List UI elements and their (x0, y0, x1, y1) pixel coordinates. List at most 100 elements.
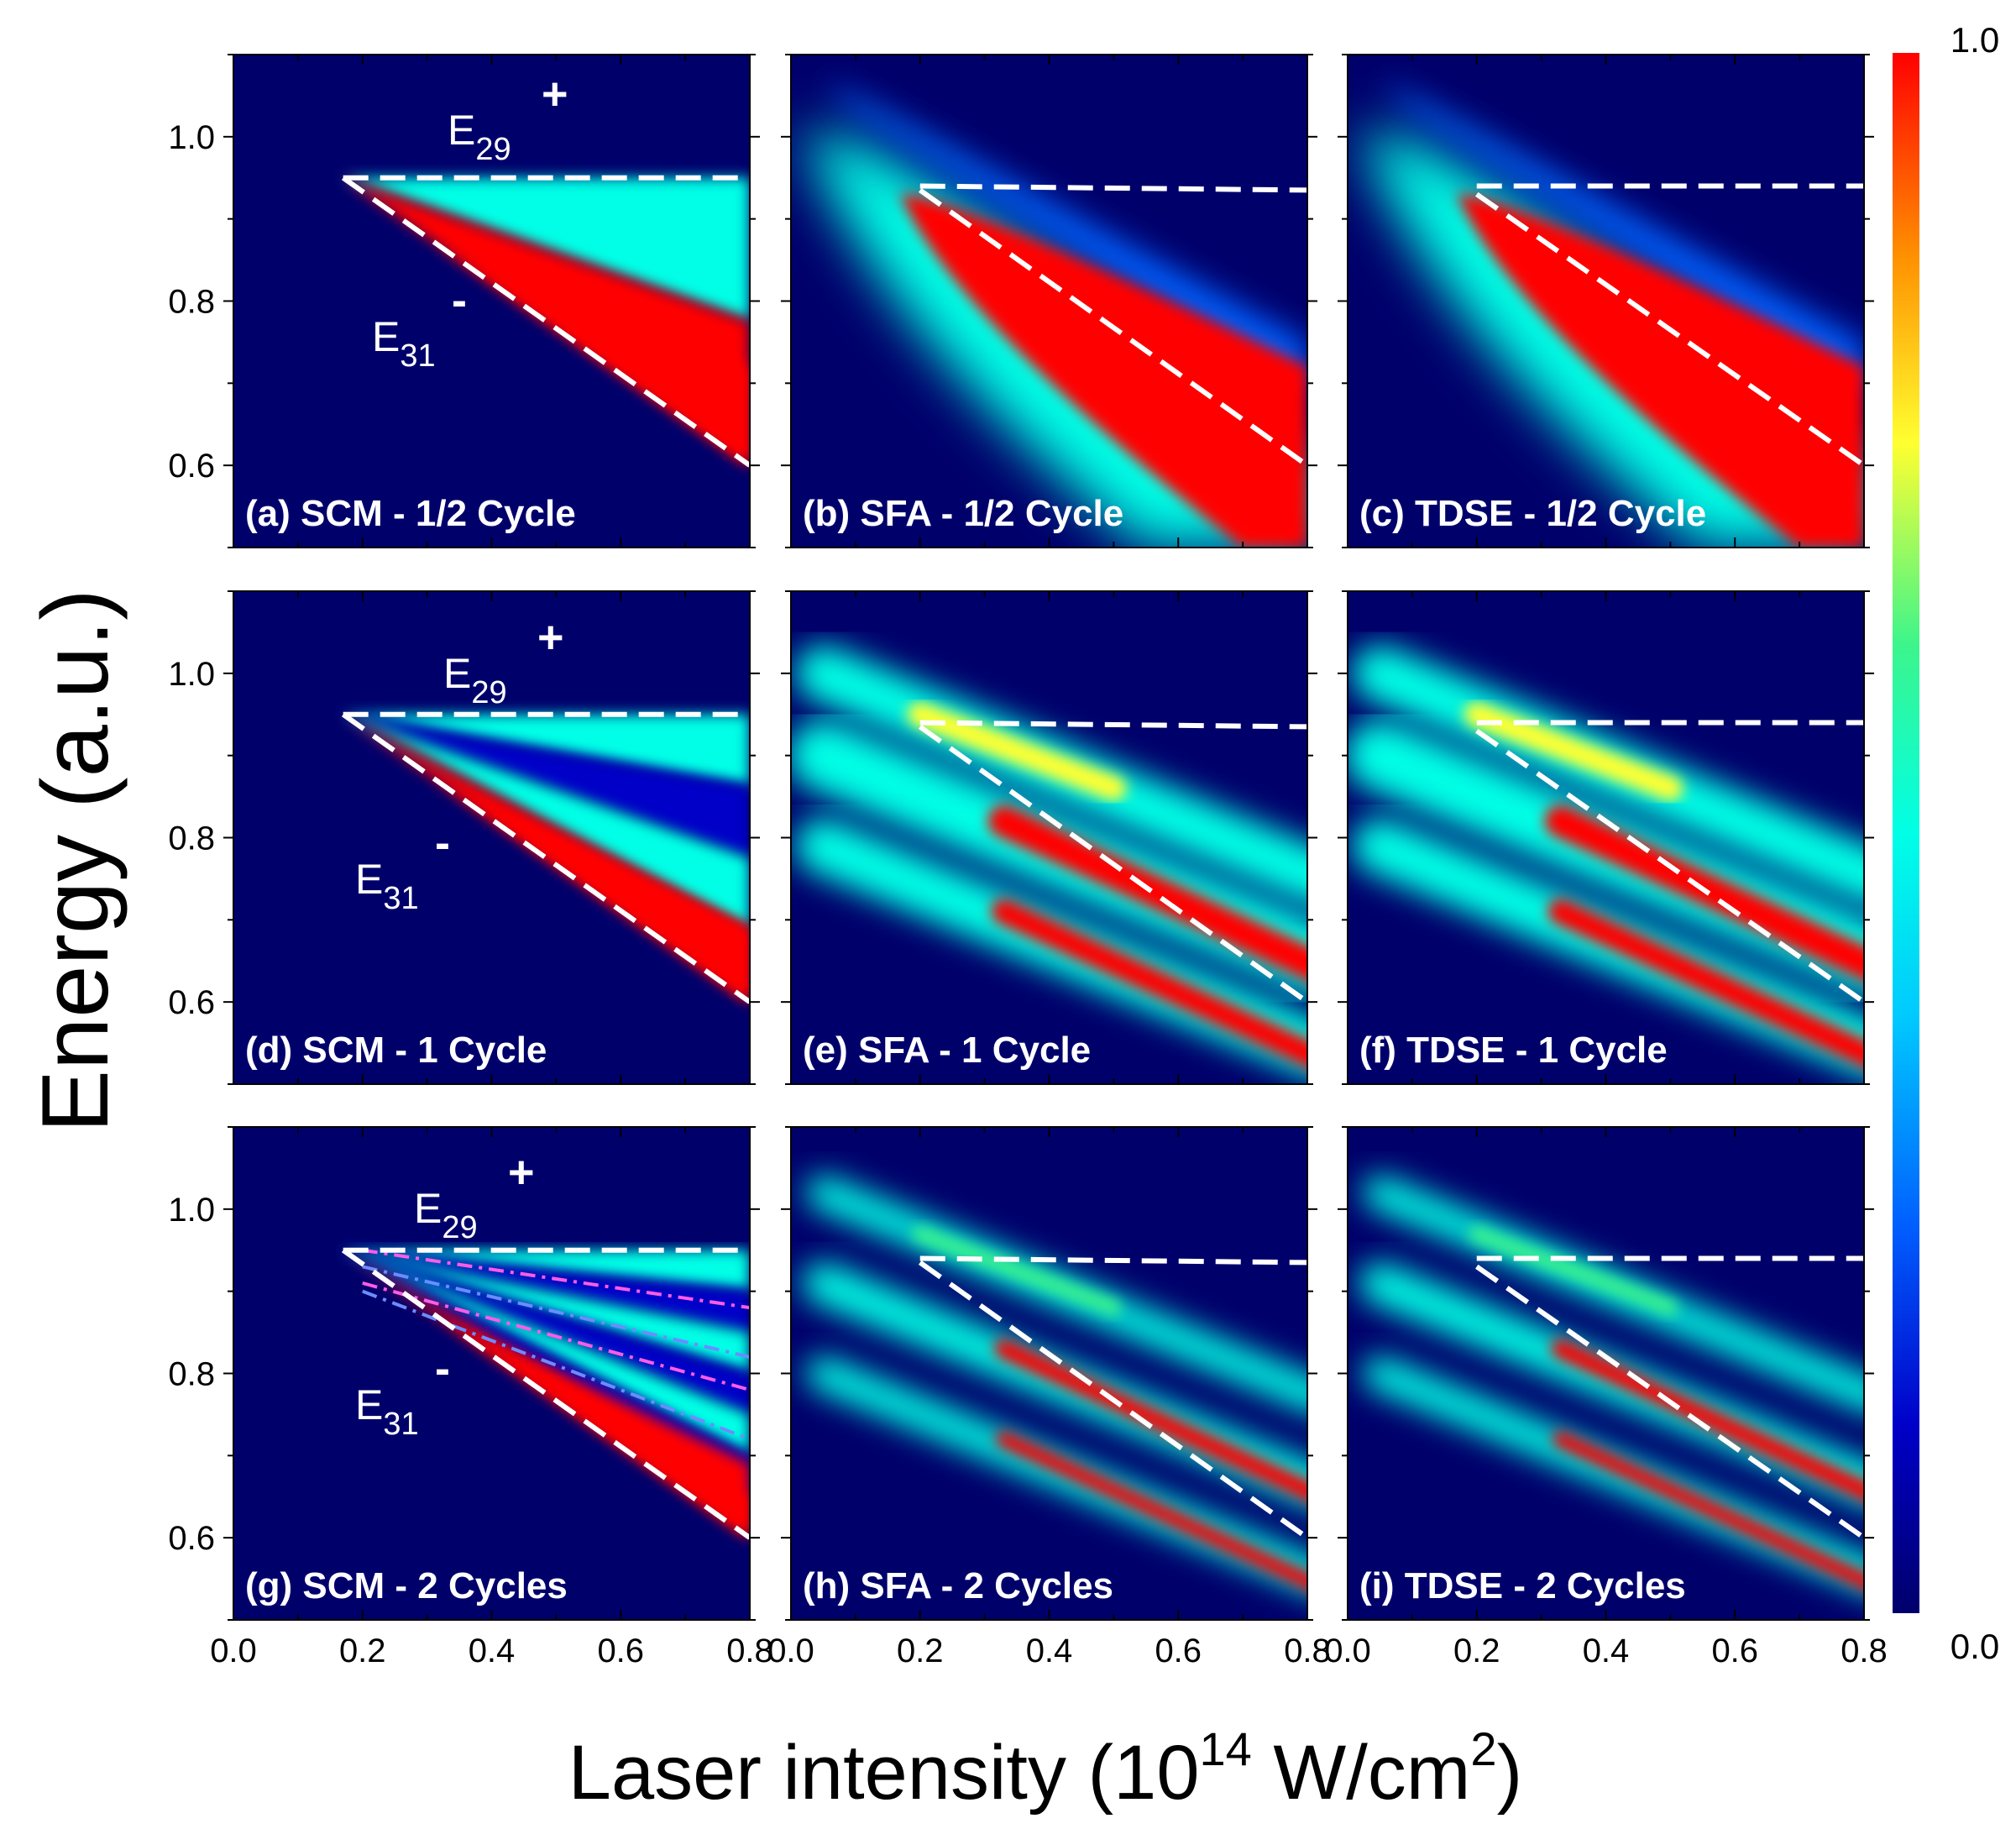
e31-subscript: 31 (400, 338, 435, 374)
panel-label: (h) SFA - 2 Cycles (803, 1565, 1113, 1606)
panel-label: (a) SCM - 1/2 Cycle (245, 493, 576, 534)
panel-label: (c) TDSE - 1/2 Cycle (1359, 493, 1706, 534)
intensity-peak (1457, 194, 1864, 548)
intensity-band (343, 1250, 750, 1497)
intensity-peak (996, 1431, 1307, 1590)
x-tick-label: 0.2 (1453, 1632, 1500, 1669)
panel-8: 0.0 0.2 0.4 0.6 0.8 (h) SFA - 2 Cycles (767, 1126, 1331, 1669)
x-tick-label: 0.8 (1284, 1632, 1331, 1669)
upper-cutoff-line (919, 720, 1307, 730)
x-tick-label: 0.2 (897, 1632, 944, 1669)
heatmap-8 (803, 1176, 1307, 1592)
trajectory-line (362, 1281, 750, 1391)
colorbar-gradient (1893, 53, 1919, 1613)
x-axis-title-close: ) (1497, 1730, 1523, 1816)
panel-label: (g) SCM - 2 Cycles (245, 1565, 568, 1606)
upper-cutoff-line (919, 183, 1307, 193)
trajectory-line (362, 1265, 750, 1359)
colorbar: 1.0 0.0 (1893, 20, 1999, 1666)
panel-label: (d) SCM - 1 Cycle (245, 1030, 547, 1071)
x-tick-label: 0.2 (339, 1632, 386, 1669)
panel-7: 0.6 0.8 1.0 0.0 0.2 0.4 0.6 0.8 (g) SCM - 2 Cycl… (168, 1126, 773, 1669)
x-tick-label: 0.8 (726, 1632, 773, 1669)
intensity-peak (912, 1226, 1122, 1316)
plus-sign: + (508, 1147, 535, 1197)
colorbar-min-label: 0.0 (1951, 1627, 1999, 1666)
lower-cutoff-line (341, 176, 750, 468)
lower-cutoff-line (1475, 1264, 1864, 1540)
y-tick-label: 0.6 (168, 1520, 215, 1557)
heatmap-7 (341, 1247, 750, 1540)
x-tick-label: 0.0 (210, 1632, 257, 1669)
x-tick-label: 0.6 (1155, 1632, 1202, 1669)
intensity-band (343, 714, 750, 858)
heatmap-3 (1360, 79, 1864, 548)
panel-label: (i) TDSE - 2 Cycles (1359, 1565, 1686, 1606)
trajectory-line (362, 1289, 750, 1441)
panel-3: (c) TDSE - 1/2 Cycle (1338, 54, 1874, 548)
panel-label: (e) SFA - 1 Cycle (803, 1030, 1091, 1071)
heatmap-4 (341, 711, 750, 1004)
x-tick-label: 0.4 (1583, 1632, 1630, 1669)
x-tick-label: 0.6 (1711, 1632, 1758, 1669)
x-tick-label: 0.8 (1841, 1632, 1888, 1669)
y-tick-label: 0.6 (168, 448, 215, 485)
heatmap-1 (341, 175, 750, 468)
e29-subscript: 29 (475, 132, 511, 167)
intensity-band (343, 714, 750, 787)
x-tick-label: 0.4 (1026, 1632, 1073, 1669)
intensity-peak (1464, 701, 1683, 801)
x-axis-title-exp2: 2 (1470, 1722, 1496, 1775)
intensity-peak (1547, 899, 1864, 1068)
intensity-peak (1551, 1339, 1864, 1501)
plus-sign: + (542, 69, 568, 119)
intensity-peak (987, 804, 1307, 981)
y-tick-label: 1.0 (168, 119, 215, 156)
panel-5: (e) SFA - 1 Cycle (781, 590, 1317, 1085)
lower-cutoff-line (919, 1260, 1307, 1540)
lower-cutoff-line (1475, 728, 1864, 1004)
x-tick-label: 0.6 (597, 1632, 644, 1669)
y-tick-label: 1.0 (168, 1192, 215, 1229)
intensity-band (343, 714, 750, 930)
intensity-peak (991, 899, 1307, 1068)
e31-subscript: 31 (383, 881, 418, 916)
panel-9: 0.0 0.2 0.4 0.6 0.8 (i) TDSE - 2 Cycles (1324, 1126, 1888, 1669)
heatmap-9 (1359, 1176, 1864, 1592)
y-tick-label: 0.8 (168, 1356, 215, 1393)
lower-cutoff-line (341, 712, 750, 1004)
y-tick-label: 0.8 (168, 820, 215, 857)
x-axis-title-main: Laser intensity (10 (568, 1730, 1200, 1816)
y-axis-title: Energy (a.u.) (23, 589, 128, 1132)
y-tick-label: 1.0 (168, 656, 215, 693)
intensity-band (343, 1250, 750, 1456)
upper-cutoff-line (919, 1255, 1307, 1266)
heatmap-2 (804, 79, 1307, 548)
panel-label: (f) TDSE - 1 Cycle (1359, 1030, 1668, 1071)
heatmap-5 (791, 645, 1307, 1077)
trajectory-line (362, 1248, 750, 1310)
x-axis-title-exp: 14 (1200, 1722, 1252, 1775)
intensity-band (343, 1250, 750, 1333)
panel-2: (b) SFA - 1/2 Cycle (781, 54, 1317, 548)
lower-cutoff-line (341, 1248, 750, 1540)
intensity-peak (1469, 1226, 1678, 1316)
intensity-band (343, 1250, 750, 1415)
minus-sign: - (452, 275, 467, 326)
x-tick-label: 0.0 (1324, 1632, 1371, 1669)
plus-sign: + (537, 612, 564, 663)
x-axis-title: Laser intensity (1014 W/cm2) (568, 1722, 1522, 1816)
intensity-peak (900, 194, 1307, 548)
panels: 0.60.81.0(a) SCM - 1/2 CycleE29+E31-(b) … (168, 54, 1888, 1669)
e29-subscript: 29 (442, 1210, 477, 1245)
colorbar-max-label: 1.0 (1951, 20, 1999, 60)
intensity-band (343, 1250, 750, 1292)
intensity-peak (994, 1339, 1307, 1501)
intensity-peak (907, 701, 1127, 801)
lower-cutoff-line (919, 724, 1307, 1004)
panel-6: (f) TDSE - 1 Cycle (1338, 590, 1874, 1085)
intensity-peak (1553, 1431, 1864, 1590)
panel-label: (b) SFA - 1/2 Cycle (803, 493, 1123, 534)
